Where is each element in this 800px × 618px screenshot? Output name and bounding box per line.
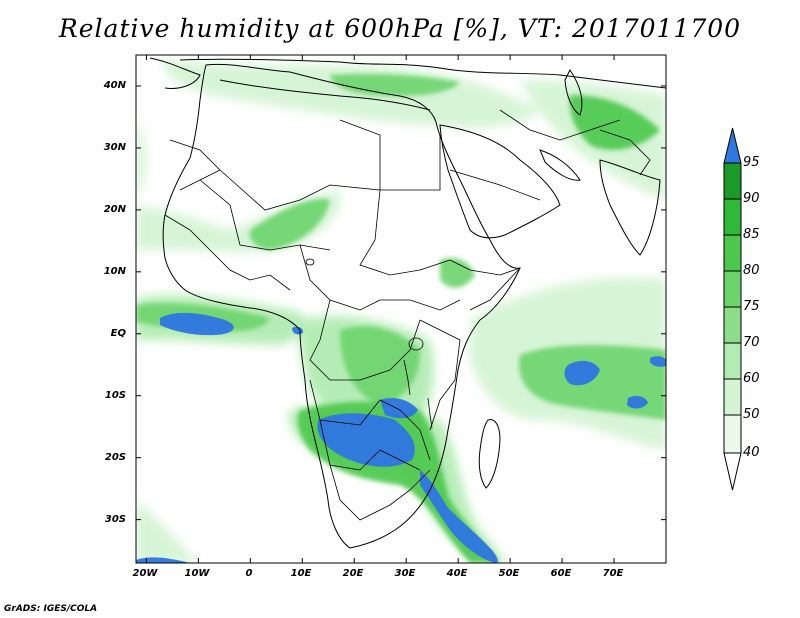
colorbar-label-95: 95 bbox=[743, 155, 760, 170]
map-title: Relative humidity at 600hPa [%], VT: 201… bbox=[58, 14, 742, 43]
colorbar-label-80: 80 bbox=[743, 263, 760, 278]
mediterranean-north bbox=[219, 79, 431, 111]
software-credit: GrADS: IGES/COLA bbox=[4, 604, 98, 614]
colorbar-bin-50-60 bbox=[723, 378, 742, 416]
humidity-core-turkey bbox=[330, 73, 460, 97]
colorbar-bin-60-70 bbox=[723, 342, 742, 380]
humidity-field bbox=[136, 60, 666, 563]
border-central bbox=[299, 244, 461, 311]
humidity-max-mozambique bbox=[420, 470, 498, 563]
colorbar-label-90: 90 bbox=[743, 191, 760, 206]
humidity-core-sahel bbox=[249, 199, 330, 250]
border-morocco bbox=[169, 139, 221, 191]
colorbar-bin-85-90 bbox=[723, 198, 742, 236]
humidity-patch-mediterranean bbox=[160, 60, 540, 128]
lat-label-30s: 30S bbox=[104, 514, 126, 525]
humidity-max-angola bbox=[317, 413, 415, 467]
colorbar-bin-70-75 bbox=[723, 306, 742, 344]
border-namibia-botswana bbox=[319, 419, 421, 471]
humidity-core-kenya bbox=[440, 258, 475, 288]
colorbar-bin-75-80 bbox=[723, 270, 742, 308]
lake-victoria bbox=[408, 337, 424, 351]
humidity-core-iran bbox=[569, 95, 660, 150]
europe-coastline bbox=[179, 58, 666, 89]
lon-label-40e: 40E bbox=[446, 568, 468, 579]
lon-label-20w: 20W bbox=[132, 568, 158, 579]
lat-label-20s: 20S bbox=[104, 452, 126, 463]
lon-label-60e: 60E bbox=[550, 568, 572, 579]
lon-label-70e: 70E bbox=[602, 568, 624, 579]
lon-label-50e: 50E bbox=[498, 568, 520, 579]
lon-label-0: 0 bbox=[245, 568, 253, 579]
colorbar-label-40: 40 bbox=[743, 445, 760, 460]
lon-label-10e: 10E bbox=[290, 568, 312, 579]
border-ethiopia-somalia bbox=[449, 259, 521, 311]
lakes bbox=[305, 258, 433, 429]
border-sudan-chad bbox=[359, 189, 451, 276]
lon-label-30e: 30E bbox=[394, 568, 416, 579]
lon-label-10w: 10W bbox=[184, 568, 210, 579]
border-afghan-pak bbox=[599, 129, 651, 176]
madagascar-coastline bbox=[478, 419, 501, 489]
lat-label-eq: EQ bbox=[110, 328, 126, 339]
india-coastline bbox=[599, 159, 661, 256]
lat-label-30n: 30N bbox=[103, 142, 126, 153]
border-saudi bbox=[449, 169, 541, 201]
arabia-coastline bbox=[439, 124, 561, 239]
lake-malawi bbox=[427, 397, 433, 429]
colorbar-upper-triangle bbox=[723, 127, 742, 164]
border-algeria-libya bbox=[219, 119, 381, 211]
plot-frame bbox=[135, 54, 667, 564]
africa-coastline bbox=[162, 63, 521, 549]
axis-ticks bbox=[136, 55, 666, 563]
lat-label-20n: 20N bbox=[103, 204, 126, 215]
colorbar-bin-90-95 bbox=[723, 162, 742, 200]
border-egypt-sudan bbox=[380, 135, 441, 191]
humidity-patch-west-coast bbox=[136, 120, 147, 200]
colorbar-label-70: 70 bbox=[743, 335, 760, 350]
coastlines bbox=[149, 57, 666, 549]
persian-gulf bbox=[539, 149, 581, 181]
humidity-max-west-coast bbox=[136, 557, 190, 563]
border-west-africa bbox=[164, 214, 291, 291]
lake-chad bbox=[305, 258, 315, 266]
colorbar-label-50: 50 bbox=[743, 407, 760, 422]
lat-label-10n: 10N bbox=[103, 266, 126, 277]
humidity-max-gulf-of-guinea bbox=[160, 312, 234, 336]
humidity-max-indian-ocean bbox=[564, 360, 600, 386]
colorbar-label-75: 75 bbox=[743, 299, 760, 314]
border-tanzania-kenya bbox=[419, 319, 461, 431]
colorbar-label-85: 85 bbox=[743, 227, 760, 242]
lake-tanganyika bbox=[403, 359, 411, 396]
lat-label-40n: 40N bbox=[103, 80, 126, 91]
humidity-max-arabian-sea bbox=[650, 356, 666, 367]
border-south-africa bbox=[329, 464, 431, 521]
colorbar bbox=[723, 127, 742, 491]
humidity-max-zambia bbox=[380, 398, 418, 419]
lon-label-20e: 20E bbox=[342, 568, 364, 579]
lat-label-10s: 10S bbox=[104, 390, 126, 401]
colorbar-label-60: 60 bbox=[743, 371, 760, 386]
iberia-coastline bbox=[149, 57, 201, 89]
border-mali-niger bbox=[199, 179, 331, 251]
country-borders bbox=[164, 109, 651, 521]
humidity-max-indian-ocean-east bbox=[627, 395, 648, 409]
colorbar-lower-triangle bbox=[723, 452, 742, 491]
colorbar-bin-40-50 bbox=[723, 414, 742, 454]
colorbar-bin-80-85 bbox=[723, 234, 742, 272]
humidity-core-congo bbox=[340, 326, 420, 405]
border-iran-iraq bbox=[499, 109, 621, 141]
caspian-coastline bbox=[564, 69, 583, 116]
humidity-patch-south-atlantic bbox=[136, 500, 200, 563]
border-drc bbox=[309, 299, 421, 381]
